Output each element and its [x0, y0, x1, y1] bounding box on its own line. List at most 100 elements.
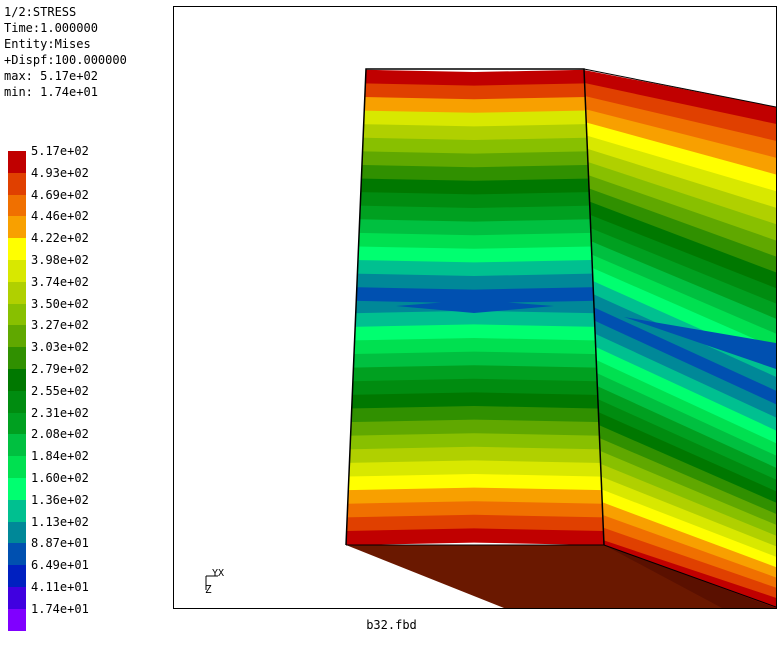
- x-axis-label: X: [218, 568, 224, 579]
- stress-band: [346, 501, 604, 519]
- model-viewport[interactable]: Z Y X: [173, 6, 777, 609]
- legend-row: 5.17e+02: [8, 143, 168, 173]
- time-label: Time:1.000000: [4, 21, 98, 35]
- stress-band: [584, 480, 776, 569]
- legend-row: 4.11e+01: [8, 579, 168, 609]
- stress-band: [346, 191, 604, 209]
- stress-band: [584, 313, 776, 420]
- stress-band: [346, 528, 604, 545]
- legend-swatch: [8, 434, 26, 457]
- result-info: 1/2:STRESS Time:1.000000 Entity:Mises +D…: [4, 4, 169, 100]
- legend-swatch: [8, 543, 26, 566]
- legend-row: 3.27e+02: [8, 317, 168, 348]
- stress-band: [584, 249, 776, 351]
- stress-band: [584, 519, 776, 600]
- stress-band: [346, 406, 604, 424]
- legend-value: 1.13e+02: [31, 514, 89, 529]
- legend-row: 2.31e+02: [8, 405, 168, 435]
- side-face-min-stress-region: [624, 317, 776, 369]
- stress-band: [584, 159, 776, 243]
- legend-swatch: [8, 151, 26, 173]
- legend-row: 1.84e+02: [8, 448, 168, 478]
- stress-band: [584, 94, 776, 161]
- legend-swatch: [8, 238, 26, 260]
- stress-band: [584, 81, 776, 144]
- legend-value: 1.74e+01: [31, 601, 89, 616]
- stress-band: [346, 205, 604, 223]
- legend-value: 3.27e+02: [31, 318, 89, 333]
- model-render: Z Y X: [205, 68, 776, 608]
- stress-band: [346, 474, 604, 492]
- stress-band: [346, 487, 604, 505]
- stress-band: [584, 390, 776, 493]
- stress-band: [346, 460, 604, 478]
- stress-band: [346, 365, 604, 383]
- legend-swatch: [8, 390, 26, 413]
- stress-band: [584, 506, 776, 590]
- stress-band: [584, 210, 776, 306]
- legend-swatch: [8, 347, 26, 369]
- stress-band: [584, 493, 776, 579]
- legend-row: 1.74e+01: [8, 601, 168, 631]
- stress-band: [346, 514, 604, 532]
- stress-band: [584, 197, 776, 291]
- stress-band: [584, 146, 776, 227]
- step-label: 1/2:STRESS: [4, 5, 77, 19]
- legend-swatch: [8, 216, 26, 239]
- stress-band: [346, 419, 604, 437]
- legend-row: 8.87e+01: [8, 535, 168, 566]
- legend-swatch: [8, 586, 26, 609]
- legend-swatch: [8, 521, 26, 544]
- color-legend: 5.17e+02 4.93e+02 4.69e+02 4.46e+02 4.22e+02…: [8, 143, 168, 631]
- legend-value: 1.60e+02: [31, 470, 89, 485]
- legend-value: 3.74e+02: [31, 274, 89, 289]
- stress-band: [584, 416, 776, 516]
- legend-swatch: [8, 456, 26, 478]
- legend-row: 4.46e+02: [8, 208, 168, 239]
- legend-value: 6.49e+01: [31, 558, 89, 573]
- stress-band: [584, 69, 776, 127]
- legend-value: 8.87e+01: [31, 536, 89, 551]
- legend-row: 4.93e+02: [8, 165, 168, 195]
- stress-band: [346, 232, 604, 250]
- stress-band: [584, 326, 776, 433]
- stress-band: [346, 286, 604, 304]
- legend-row: 6.49e+01: [8, 557, 168, 587]
- stress-band: [346, 338, 604, 356]
- stress-band: [346, 137, 604, 155]
- legend-swatch: [8, 281, 26, 304]
- legend-value: 4.69e+02: [31, 187, 89, 202]
- stress-band: [346, 109, 604, 127]
- legend-row: 3.74e+02: [8, 274, 168, 304]
- stress-band: [346, 273, 604, 291]
- side-face-stress-bands: [584, 69, 776, 608]
- legend-row: 1.60e+02: [8, 470, 168, 500]
- legend-row: 1.36e+02: [8, 492, 168, 522]
- stress-band: [346, 177, 604, 195]
- stress-band: [346, 446, 604, 464]
- max-label: max: 5.17e+02: [4, 69, 98, 83]
- stress-band: [584, 120, 776, 194]
- stress-band: [584, 377, 776, 482]
- legend-swatch: [8, 477, 26, 500]
- legend-row: 1.13e+02: [8, 514, 168, 544]
- min-label: min: 1.74e+01: [4, 85, 98, 99]
- legend-swatch: [8, 325, 26, 348]
- stress-band: [346, 123, 604, 141]
- z-axis-label: Z: [205, 583, 212, 596]
- stress-band: [584, 339, 776, 445]
- legend-row: 3.98e+02: [8, 252, 168, 282]
- stress-band: [584, 442, 776, 538]
- legend-row: 4.22e+02: [8, 230, 168, 260]
- model-base-slab: [346, 545, 776, 608]
- stress-band: [346, 150, 604, 168]
- legend-value: 4.22e+02: [31, 231, 89, 246]
- stress-band: [346, 164, 604, 182]
- front-face-outline: [345, 68, 605, 546]
- legend-value: 4.46e+02: [31, 209, 89, 224]
- legend-value: 2.31e+02: [31, 405, 89, 420]
- legend-value: 3.50e+02: [31, 296, 89, 311]
- stress-band: [346, 392, 604, 410]
- side-face-top-edge: [583, 68, 776, 108]
- legend-value: 2.55e+02: [31, 383, 89, 398]
